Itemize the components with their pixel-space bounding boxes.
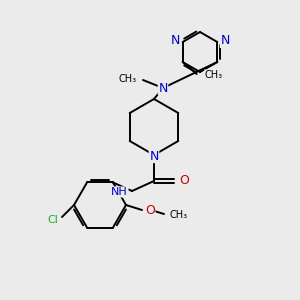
Text: CH₃: CH₃ [170,210,188,220]
Text: CH₃: CH₃ [119,74,137,84]
Text: N: N [170,34,180,47]
Text: O: O [145,203,155,217]
Text: Cl: Cl [47,215,58,225]
Text: NH: NH [111,187,128,197]
Text: CH₃: CH₃ [205,70,223,80]
Text: N: N [220,34,230,47]
Text: O: O [179,175,189,188]
Text: N: N [149,149,159,163]
Text: N: N [158,82,168,94]
